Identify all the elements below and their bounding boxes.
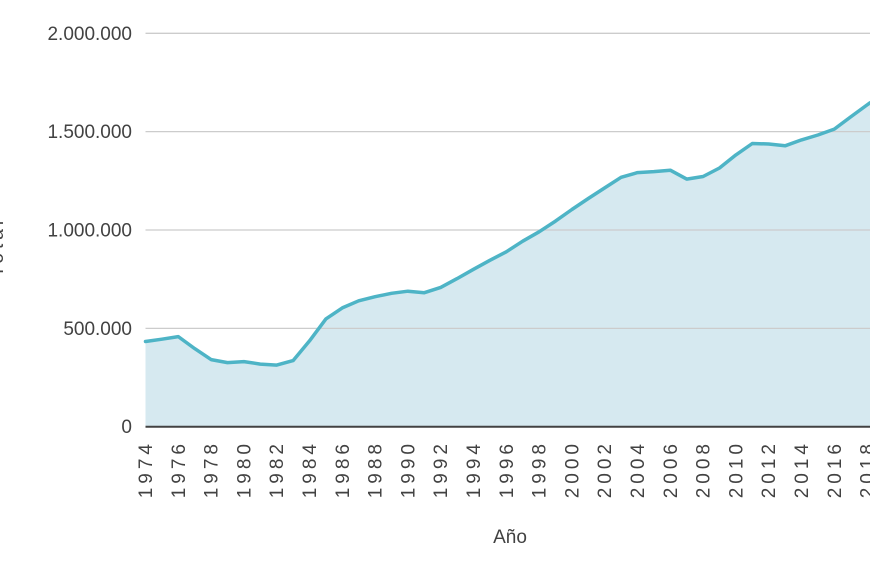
x-tick-label: 1992 — [431, 440, 452, 498]
x-tick-label: 2014 — [792, 440, 813, 498]
x-tick-label: 2012 — [759, 440, 780, 498]
x-tick-label: 1996 — [497, 440, 518, 498]
series-line — [143, 101, 870, 367]
x-tick-label: 1998 — [530, 440, 551, 498]
x-tick-label: 1976 — [169, 440, 190, 498]
y-tick-label: 1.000.000 — [47, 221, 132, 242]
x-tick-label: 1990 — [398, 440, 419, 498]
y-axis-title: Total — [0, 216, 8, 278]
x-tick-label: 1986 — [333, 440, 354, 498]
area-fill — [145, 102, 870, 427]
y-tick-label: 1.500.000 — [47, 122, 132, 143]
x-tick-label: 2018 — [858, 440, 870, 498]
x-tick-label: 2006 — [661, 440, 682, 498]
y-tick-label: 0 — [121, 417, 132, 438]
x-tick-label: 1982 — [267, 440, 288, 498]
x-tick-label: 1980 — [234, 440, 255, 498]
x-tick-label: 1994 — [464, 440, 485, 498]
x-tick-label: 2016 — [825, 440, 846, 498]
x-tick-label: 1984 — [300, 440, 321, 498]
x-tick-label: 2004 — [628, 440, 649, 498]
x-tick-label: 2010 — [726, 440, 747, 498]
x-tick-label: 1978 — [202, 440, 223, 498]
y-tick-label: 500.000 — [63, 319, 132, 340]
x-tick-label: 2002 — [595, 440, 616, 498]
x-tick-label: 1988 — [366, 440, 387, 498]
x-tick-label: 1974 — [136, 440, 157, 498]
x-tick-label: 2000 — [562, 440, 583, 498]
x-tick-label: 2008 — [694, 440, 715, 498]
x-axis-title: Año — [493, 527, 527, 548]
y-tick-label: 2.000.000 — [47, 24, 132, 45]
